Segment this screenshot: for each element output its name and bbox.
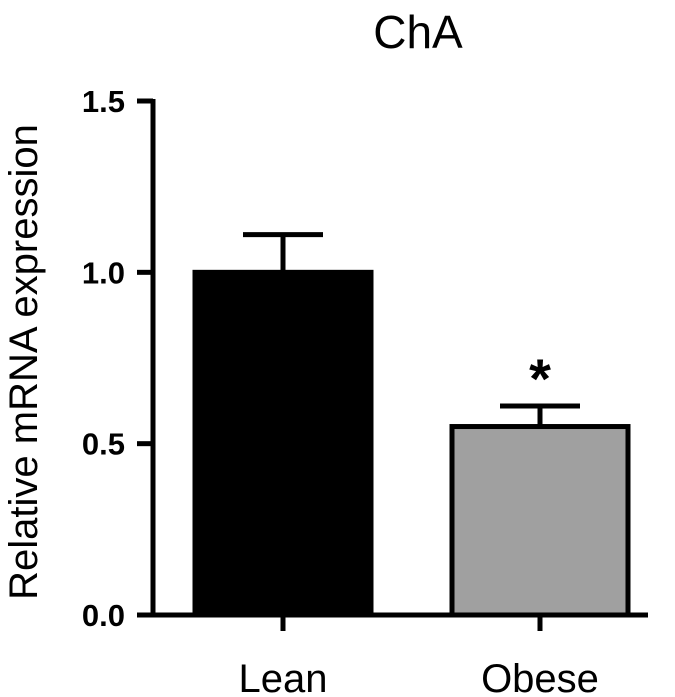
chart-title: ChA xyxy=(373,6,463,58)
y-axis-label: Relative mRNA expression xyxy=(2,124,46,600)
y-tick-label-1.5: 1.5 xyxy=(82,84,125,119)
x-tick-label-obese: Obese xyxy=(481,657,599,697)
y-tick-label-0.0: 0.0 xyxy=(82,598,125,633)
bar-obese xyxy=(449,424,631,618)
bar-lean xyxy=(192,269,374,618)
y-tick-label-0.5: 0.5 xyxy=(82,427,125,462)
y-tick-label-1.0: 1.0 xyxy=(82,255,125,290)
x-tick-label-lean: Lean xyxy=(239,657,328,697)
significance-marker-obese: * xyxy=(529,347,551,410)
plot-area: Lean Obese * 0.0 0.5 1.0 1.5 xyxy=(82,84,648,697)
